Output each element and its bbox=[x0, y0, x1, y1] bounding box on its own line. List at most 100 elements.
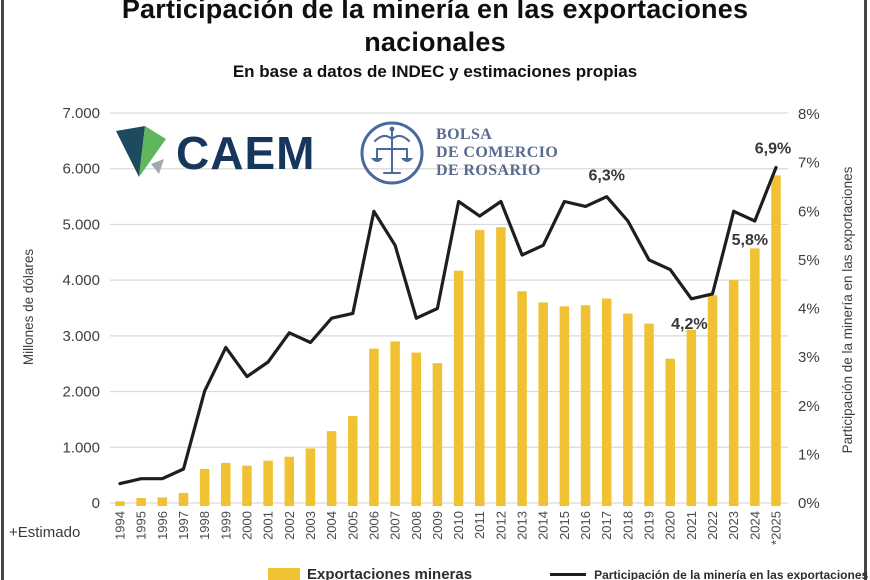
year-label: 2007 bbox=[388, 511, 403, 540]
year-label: 2024 bbox=[747, 511, 762, 540]
year-label: 2014 bbox=[536, 511, 551, 540]
bar bbox=[326, 431, 337, 506]
left-axis-ticks: 0 1.000 2.000 3.000 4.000 5.000 6.000 7.000 bbox=[62, 105, 100, 512]
bar bbox=[707, 295, 718, 506]
left-tick-label: 4.000 bbox=[62, 272, 100, 289]
year-label: 2016 bbox=[578, 511, 593, 540]
caem-logo-text: CAEM bbox=[176, 127, 316, 179]
bar bbox=[432, 363, 443, 506]
bar bbox=[474, 230, 485, 506]
year-label: 2008 bbox=[409, 511, 424, 540]
chart-legend: Exportaciones mineras Participación de l… bbox=[268, 566, 868, 580]
bar bbox=[517, 291, 527, 506]
left-tick-label: 6.000 bbox=[62, 161, 100, 178]
line-legend-swatch bbox=[550, 573, 587, 576]
year-label: 1995 bbox=[134, 511, 149, 540]
bar bbox=[263, 460, 273, 506]
bcr-logo: BOLSA DE COMERCIO DE ROSARIO bbox=[358, 119, 558, 187]
right-tick-label: 7% bbox=[798, 155, 820, 172]
right-tick-label: 6% bbox=[798, 203, 820, 220]
bar bbox=[157, 497, 168, 506]
bar bbox=[305, 448, 316, 506]
left-tick-label: 1.000 bbox=[62, 439, 100, 456]
year-label: 2018 bbox=[620, 511, 635, 540]
bar bbox=[115, 501, 125, 506]
year-label: 2004 bbox=[324, 511, 339, 540]
title-block: Participación de la minería en las expor… bbox=[0, 0, 870, 82]
annotation: 6,3% bbox=[588, 168, 624, 185]
participation-line bbox=[118, 165, 778, 486]
legend-item-bars: Exportaciones mineras bbox=[268, 566, 472, 580]
right-tick-label: 2% bbox=[798, 398, 820, 415]
year-label: 1996 bbox=[155, 511, 170, 540]
annotation: 5,8% bbox=[732, 232, 768, 249]
left-tick-label: 0 bbox=[92, 495, 100, 512]
bar bbox=[348, 416, 358, 506]
legend-item-line: Participación de la minería en las expor… bbox=[550, 568, 868, 580]
bar bbox=[411, 352, 422, 506]
year-label: 2003 bbox=[303, 511, 318, 540]
year-label: 1998 bbox=[197, 511, 212, 540]
year-label: 2017 bbox=[599, 511, 614, 540]
bcr-text-line1: BOLSA bbox=[436, 126, 493, 143]
year-label: 2006 bbox=[366, 511, 381, 540]
bars-group bbox=[115, 175, 781, 506]
left-tick-label: 7.000 bbox=[62, 105, 100, 122]
bar bbox=[750, 248, 760, 506]
year-label: 2021 bbox=[684, 511, 699, 540]
caem-logo: CAEM bbox=[114, 124, 315, 182]
right-border bbox=[864, 0, 867, 580]
bar bbox=[242, 465, 252, 506]
year-label: 2020 bbox=[663, 511, 678, 540]
right-tick-label: 5% bbox=[798, 252, 820, 269]
bar bbox=[369, 348, 379, 506]
bar bbox=[728, 280, 739, 506]
right-tick-label: 8% bbox=[798, 106, 820, 123]
bar bbox=[644, 323, 654, 506]
bar bbox=[665, 358, 675, 506]
right-axis-ticks: 0% 1% 2% 3% 4% 5% 6% 7% 8% bbox=[798, 106, 820, 512]
chart-subtitle: En base a datos de INDEC y estimaciones … bbox=[232, 62, 638, 81]
bars-legend-swatch bbox=[268, 568, 300, 580]
bar bbox=[601, 298, 612, 506]
bar bbox=[538, 302, 548, 506]
bar bbox=[221, 462, 231, 506]
year-label: 2005 bbox=[345, 511, 360, 540]
estimated-footnote: +Estimado bbox=[9, 524, 81, 541]
year-label: 2001 bbox=[261, 511, 276, 540]
bar bbox=[199, 469, 210, 506]
left-tick-label: 2.000 bbox=[62, 384, 100, 401]
right-tick-label: 4% bbox=[798, 301, 820, 318]
year-label: 2012 bbox=[493, 511, 508, 540]
chart-title-line2: nacionales bbox=[364, 27, 506, 57]
year-label: 2010 bbox=[451, 511, 466, 540]
left-axis-title: Millones de dólares bbox=[21, 249, 36, 366]
right-tick-label: 1% bbox=[798, 446, 820, 463]
year-label: 2022 bbox=[705, 511, 720, 540]
bar bbox=[453, 270, 464, 506]
year-label: 1994 bbox=[113, 511, 128, 540]
bar bbox=[623, 313, 633, 506]
bar bbox=[390, 341, 400, 506]
right-tick-label: 0% bbox=[798, 495, 820, 512]
year-label: 1999 bbox=[218, 511, 233, 540]
bcr-text-line3: DE ROSARIO bbox=[436, 162, 541, 179]
left-tick-label: 3.000 bbox=[62, 328, 100, 345]
bar bbox=[686, 329, 697, 506]
right-axis-title: Participación de la minería en las expor… bbox=[840, 166, 855, 453]
left-tick-label: 5.000 bbox=[62, 216, 100, 233]
annotation: 4,2% bbox=[671, 316, 707, 333]
bcr-emblem-icon bbox=[360, 121, 424, 185]
year-label: 2019 bbox=[642, 511, 657, 540]
bar bbox=[559, 306, 570, 506]
right-tick-label: 3% bbox=[798, 349, 820, 366]
year-label: 2002 bbox=[282, 511, 297, 540]
line-legend-label: Participación de la minería en las expor… bbox=[594, 567, 869, 580]
caem-logo-icon bbox=[116, 126, 166, 177]
year-label: 1997 bbox=[176, 511, 191, 540]
annotation: 6,9% bbox=[755, 140, 791, 157]
bar bbox=[284, 456, 295, 506]
year-label: *2025 bbox=[769, 511, 784, 545]
